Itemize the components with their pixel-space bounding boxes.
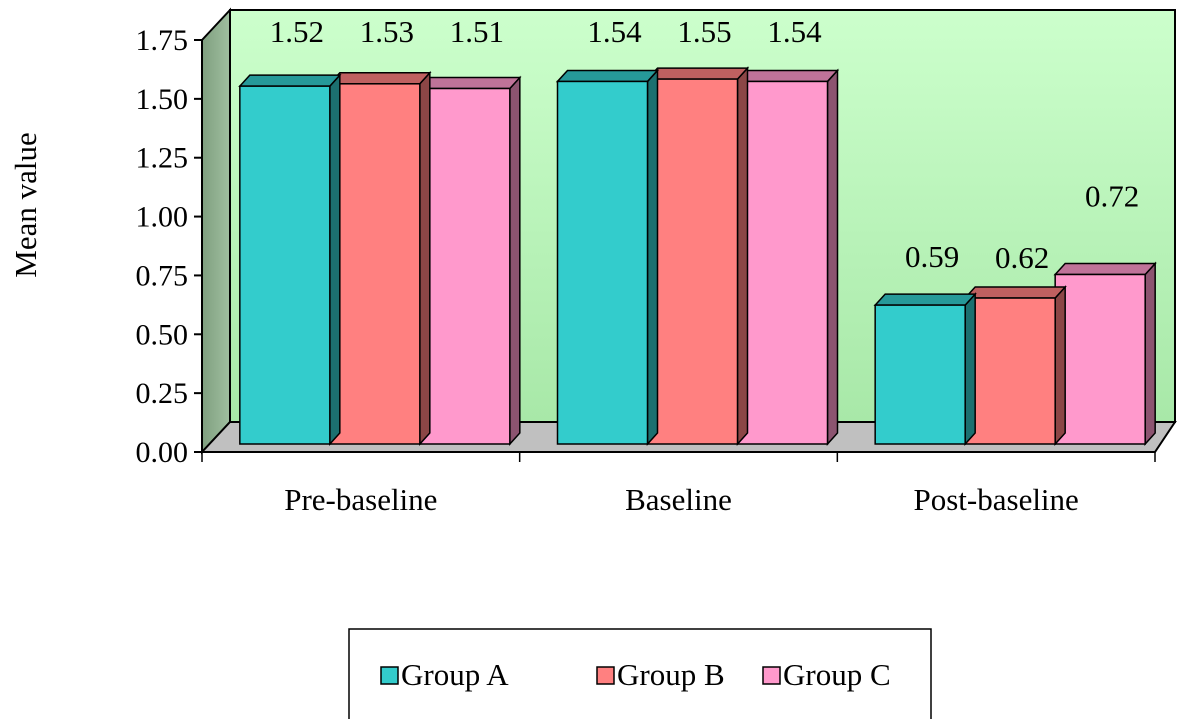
bar	[328, 70, 432, 446]
legend-label: Group C	[783, 657, 891, 692]
legend-swatch	[596, 666, 615, 685]
bar-front	[964, 297, 1056, 445]
data-label: 1.51	[450, 14, 504, 49]
bar-top	[645, 67, 750, 80]
bar-front	[239, 85, 331, 445]
data-labels: 1.51 1.53 1.52 1.54 1.55 1.54 0.72 0.62 0.59	[270, 14, 1140, 275]
bar-front	[1054, 273, 1146, 445]
x-tick-label: Post-baseline	[914, 482, 1079, 517]
legend-label: Group A	[401, 657, 509, 692]
y-axis-label: Mean value	[8, 132, 43, 277]
bar	[735, 68, 840, 446]
bar-side	[964, 292, 976, 446]
bar-top	[873, 293, 977, 306]
bar-top	[1053, 262, 1157, 276]
bar-side	[826, 68, 839, 446]
bar-front	[646, 78, 739, 445]
legend-label: Group B	[617, 657, 725, 692]
y-tick-label: 1.00	[136, 201, 189, 234]
y-tick-label: 0.75	[136, 259, 189, 292]
bar	[645, 66, 750, 446]
data-label: 1.54	[767, 14, 822, 49]
y-axis: 0.00 0.25 0.50 0.75 1.00 1.25 1.50 1.75	[136, 24, 203, 469]
y-tick-label: 0.50	[136, 318, 189, 351]
bar-front	[736, 80, 829, 445]
bar	[555, 68, 660, 446]
legend-box	[348, 628, 932, 719]
y-tick-label: 0.25	[136, 377, 189, 410]
side-wall	[201, 7, 231, 455]
x-tick-label: Baseline	[625, 482, 732, 517]
data-label: 0.59	[905, 239, 959, 274]
bar-top	[555, 69, 660, 83]
bar-top	[238, 74, 342, 87]
bar	[418, 75, 522, 446]
data-label: 0.62	[995, 240, 1049, 275]
data-label: 1.54	[587, 14, 642, 49]
legend-item: Group A	[380, 657, 509, 692]
bar-front	[329, 83, 421, 445]
legend: Group A Group B Group C	[348, 628, 932, 719]
bar-side	[1144, 261, 1156, 446]
bar-front	[874, 304, 966, 445]
legend-swatch	[380, 666, 399, 685]
data-label: 1.52	[270, 14, 324, 49]
bar-top	[328, 72, 432, 85]
y-tick-label: 1.75	[136, 24, 189, 57]
bar-side	[646, 68, 659, 446]
legend-item: Group C	[762, 657, 891, 692]
legend-item: Group B	[596, 657, 725, 692]
bar-side	[1054, 285, 1066, 446]
bar	[238, 73, 342, 446]
bar	[963, 285, 1067, 446]
data-label: 1.55	[677, 14, 731, 49]
bar-top	[418, 76, 522, 90]
bar-side	[329, 73, 341, 446]
bar-top	[735, 69, 840, 83]
bar-side	[419, 70, 431, 446]
bar-top	[963, 286, 1067, 299]
bar	[873, 292, 977, 446]
bar-side	[509, 75, 521, 446]
bar-front	[419, 87, 511, 445]
x-axis: Pre-baseline Baseline Post-baseline	[201, 451, 1156, 517]
bar-front	[556, 80, 649, 445]
bar-side	[736, 66, 749, 446]
y-tick-label: 0.00	[136, 436, 189, 469]
legend-swatch	[762, 666, 781, 685]
data-label: 1.53	[360, 14, 414, 49]
x-tick-label: Pre-baseline	[284, 482, 437, 517]
data-label: 0.72	[1085, 178, 1139, 213]
y-tick-label: 1.25	[136, 142, 189, 175]
bars	[238, 66, 1157, 446]
bar	[1053, 261, 1157, 446]
y-tick-label: 1.50	[136, 83, 189, 116]
